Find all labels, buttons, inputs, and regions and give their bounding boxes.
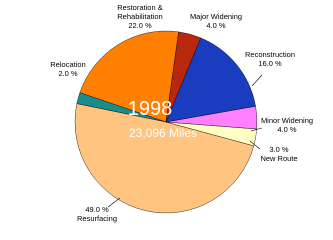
value-label: 4.0 % xyxy=(277,125,297,134)
leader-line xyxy=(251,74,263,87)
chart: 1998 23,096 Miles Major Widening 4.0 % Rec… xyxy=(43,3,322,223)
pie-slice xyxy=(165,37,256,123)
category-label: Reconstruction xyxy=(244,50,296,59)
slice-label: Reconstruction 16.0 % xyxy=(240,50,300,68)
slice-label: Major Widening 4.0 % xyxy=(186,12,246,30)
leader-line xyxy=(250,127,263,132)
value-label: 22.0 % xyxy=(128,21,152,30)
category-label: Relocation xyxy=(50,60,86,69)
value-label: 2.0 % xyxy=(58,69,78,78)
pie-slice xyxy=(165,31,201,123)
category-label: Restoration & Rehabilitation xyxy=(117,3,163,21)
slice-label: 3.0 % New Route xyxy=(254,145,304,163)
value-label: 4.0 % xyxy=(206,21,226,30)
slice-label: Relocation 2.0 % xyxy=(43,60,93,78)
category-label: Resurfacing xyxy=(76,214,118,223)
value-label: 16.0 % xyxy=(258,59,282,68)
center-title: 1998 xyxy=(127,98,173,120)
leader-line xyxy=(249,140,261,150)
pie-slice xyxy=(74,103,255,214)
slice-label: Restoration & Rehabilitation 22.0 % xyxy=(100,3,180,30)
center-subtitle: 23,096 Miles xyxy=(128,126,198,140)
slice-label: Minor Widening 4.0 % xyxy=(252,116,322,134)
category-label: New Route xyxy=(260,154,298,163)
value-label: 49.0 % xyxy=(85,205,109,214)
category-label: Minor Widening xyxy=(260,116,314,125)
pie-slice xyxy=(79,30,179,123)
slice-label: 49.0 % Resurfacing xyxy=(72,205,122,223)
leader-line xyxy=(107,197,121,208)
value-label: 3.0 % xyxy=(269,145,289,154)
pie-chart xyxy=(74,30,263,214)
category-label: Major Widening xyxy=(189,12,243,21)
